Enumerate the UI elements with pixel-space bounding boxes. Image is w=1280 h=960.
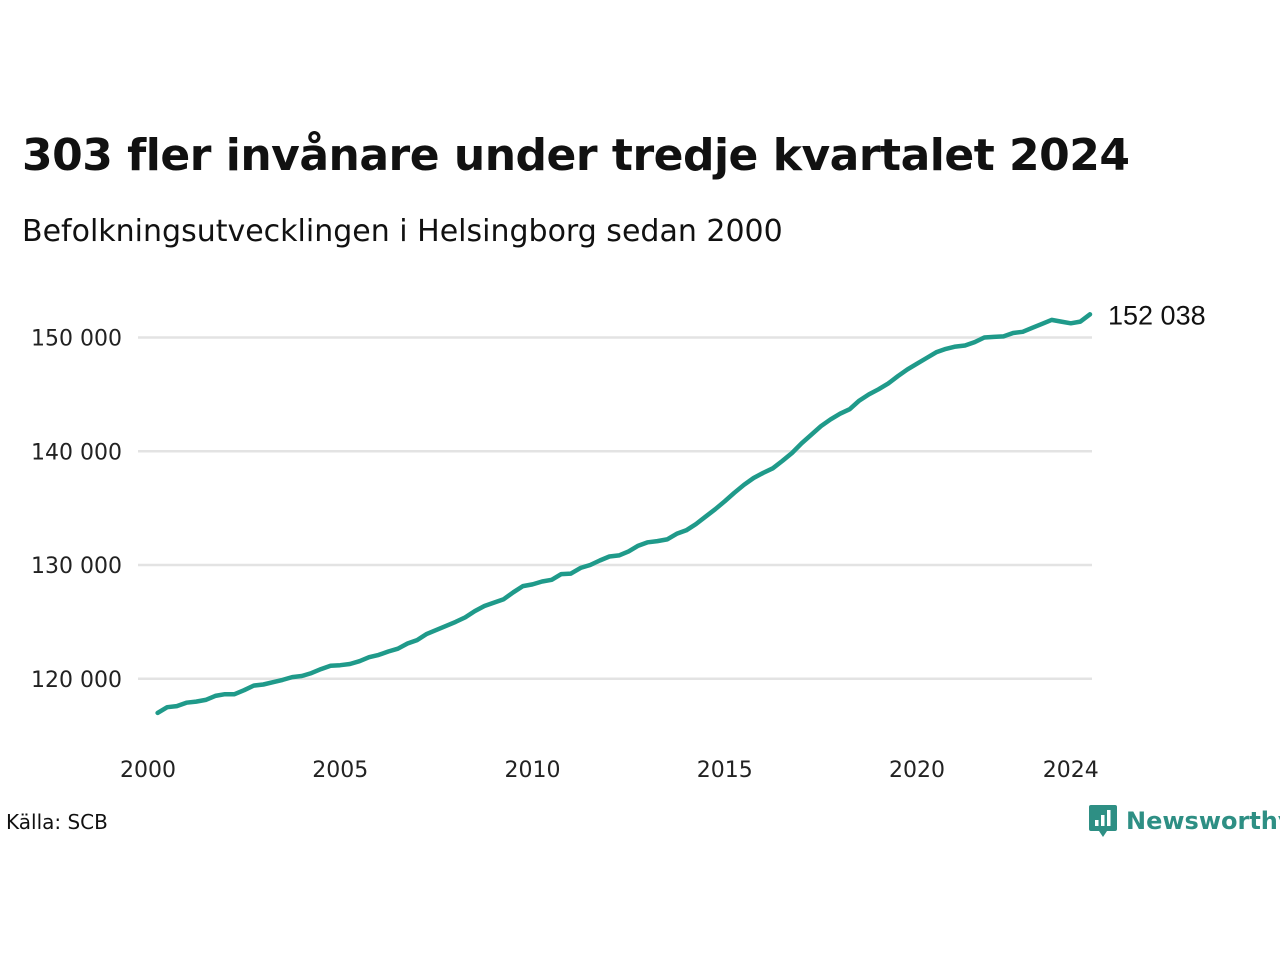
population-line (155, 312, 1093, 716)
x-tick-label: 2010 (504, 758, 560, 783)
gridlines (138, 336, 1092, 681)
x-tick-label: 2024 (1043, 758, 1099, 783)
brand-logo[interactable]: Newsworthy (1088, 803, 1280, 839)
source-note: Källa: SCB (6, 810, 108, 834)
y-tick-label: 140 000 (31, 440, 122, 465)
y-tick-label: 120 000 (31, 668, 122, 693)
brand-name: Newsworthy (1126, 807, 1280, 835)
x-tick-label: 2005 (312, 758, 368, 783)
x-tick-label: 2015 (697, 758, 753, 783)
chart-subtitle: Befolkningsutvecklingen i Helsingborg se… (22, 214, 783, 249)
x-axis: 2000 2005 2010 2015 2020 2024 (120, 758, 1099, 783)
chart-title: 303 fler invånare under tredje kvartalet… (22, 130, 1130, 181)
x-tick-label: 2020 (889, 758, 945, 783)
newsworthy-logo-icon (1089, 805, 1117, 837)
y-axis: 120 000 130 000 140 000 150 000 (31, 327, 122, 693)
y-tick-label: 150 000 (31, 327, 122, 352)
end-value-label: 152 038 (1108, 300, 1206, 330)
x-tick-label: 2000 (120, 758, 176, 783)
y-tick-label: 130 000 (31, 554, 122, 579)
